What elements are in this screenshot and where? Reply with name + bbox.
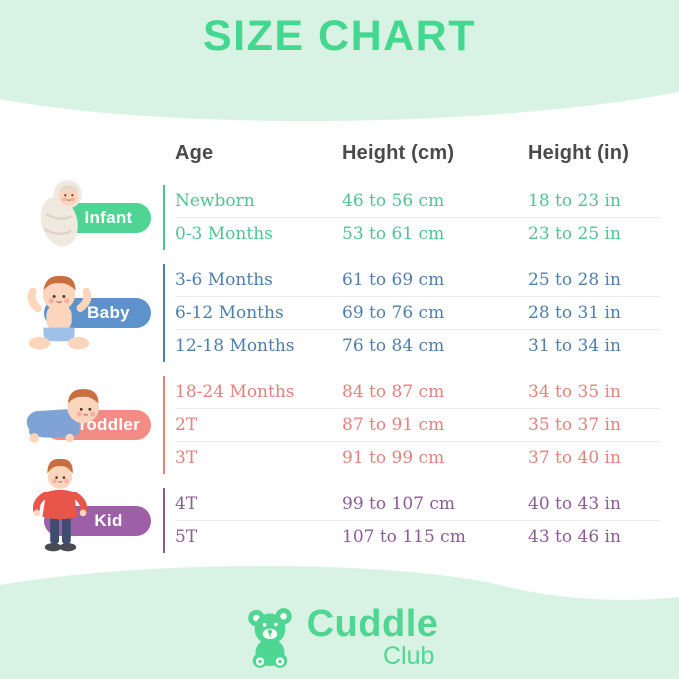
table-row: 5T 107 to 115 cm 43 to 46 in (175, 521, 660, 553)
group-rows: 4T 99 to 107 cm 40 to 43 in 5T 107 to 11… (163, 488, 660, 553)
header-height-in: Height (in) (528, 142, 630, 164)
height-in-cell: 25 to 28 in (528, 270, 621, 290)
height-cm-cell: 84 to 87 cm (342, 382, 445, 402)
height-in-cell: 34 to 35 in (528, 382, 621, 402)
table-row: 0-3 Months 53 to 61 cm 23 to 25 in (175, 218, 660, 250)
size-group: Toddler 18-24 Months 84 to 87 cm 34 to 3… (22, 376, 660, 474)
height-in-cell: 37 to 40 in (528, 448, 621, 468)
table-row: 4T 99 to 107 cm 40 to 43 in (175, 488, 660, 521)
height-in-cell: 23 to 25 in (528, 224, 621, 244)
height-cm-cell: 53 to 61 cm (342, 224, 445, 244)
table-row: 3-6 Months 61 to 69 cm 25 to 28 in (175, 264, 660, 297)
height-cm-cell: 76 to 84 cm (342, 336, 445, 356)
height-cm-cell: 61 to 69 cm (342, 270, 445, 290)
size-group: Baby 3-6 Months 61 to 69 cm 25 to 28 in … (22, 264, 660, 362)
table-row: 18-24 Months 84 to 87 cm 34 to 35 in (175, 376, 660, 409)
height-in-cell: 18 to 23 in (528, 191, 621, 211)
table-row: 6-12 Months 69 to 76 cm 28 to 31 in (175, 297, 660, 330)
group-badge: Baby (22, 298, 163, 328)
age-cell: 4T (175, 494, 198, 514)
height-in-cell: 43 to 46 in (528, 527, 621, 547)
table-row: Newborn 46 to 56 cm 18 to 23 in (175, 185, 660, 218)
table-row: 3T 91 to 99 cm 37 to 40 in (175, 442, 660, 474)
height-in-cell: 28 to 31 in (528, 303, 621, 323)
group-rows: 18-24 Months 84 to 87 cm 34 to 35 in 2T … (163, 376, 660, 474)
page-title: SIZE CHART (203, 12, 476, 60)
age-cell: 12-18 Months (175, 336, 295, 356)
height-cm-cell: 46 to 56 cm (342, 191, 445, 211)
sitting-baby-illustration (24, 270, 96, 356)
teddy-bear-icon (247, 608, 292, 668)
height-cm-cell: 91 to 99 cm (342, 448, 445, 468)
brand-name-main: Cuddle (306, 603, 439, 645)
group-badge: Kid (22, 506, 163, 536)
table-row: 12-18 Months 76 to 84 cm 31 to 34 in (175, 330, 660, 362)
age-cell: 5T (175, 527, 198, 547)
header-height-cm: Height (cm) (342, 142, 455, 164)
group-badge: Toddler (22, 410, 163, 440)
height-cm-cell: 69 to 76 cm (342, 303, 445, 323)
standing-kid-illustration (32, 456, 88, 558)
size-table-groups: Infant Newborn 46 to 56 cm 18 to 23 in 0… (22, 185, 660, 553)
size-group: Infant Newborn 46 to 56 cm 18 to 23 in 0… (22, 185, 660, 250)
height-in-cell: 40 to 43 in (528, 494, 621, 514)
age-cell: 3-6 Months (175, 270, 273, 290)
table-row: 2T 87 to 91 cm 35 to 37 in (175, 409, 660, 442)
group-badge: Infant (22, 203, 163, 233)
group-rows: 3-6 Months 61 to 69 cm 25 to 28 in 6-12 … (163, 264, 660, 362)
height-in-cell: 35 to 37 in (528, 415, 621, 435)
header-age: Age (175, 142, 214, 164)
age-cell: Newborn (175, 191, 255, 211)
height-cm-cell: 107 to 115 cm (342, 527, 466, 547)
height-cm-cell: 87 to 91 cm (342, 415, 445, 435)
size-table: Age Height (cm) Height (in) Infant Newbo… (22, 142, 660, 553)
age-cell: 3T (175, 448, 198, 468)
age-cell: 18-24 Months (175, 382, 295, 402)
table-header-row: Age Height (cm) Height (in) (175, 142, 660, 165)
crawling-toddler-illustration (18, 384, 110, 448)
age-cell: 2T (175, 415, 198, 435)
group-rows: Newborn 46 to 56 cm 18 to 23 in 0-3 Mont… (163, 185, 660, 250)
height-cm-cell: 99 to 107 cm (342, 494, 455, 514)
size-group: Kid 4T 99 to 107 cm 40 to 43 in 5T 107 t… (22, 488, 660, 553)
age-cell: 6-12 Months (175, 303, 284, 323)
brand-name: Cuddle Club (307, 605, 439, 671)
age-cell: 0-3 Months (175, 224, 273, 244)
brand-logo: Cuddle Club (0, 605, 679, 671)
height-in-cell: 31 to 34 in (528, 336, 621, 356)
brand-name-sub: Club (382, 642, 435, 670)
swaddled-baby-illustration (32, 173, 94, 255)
